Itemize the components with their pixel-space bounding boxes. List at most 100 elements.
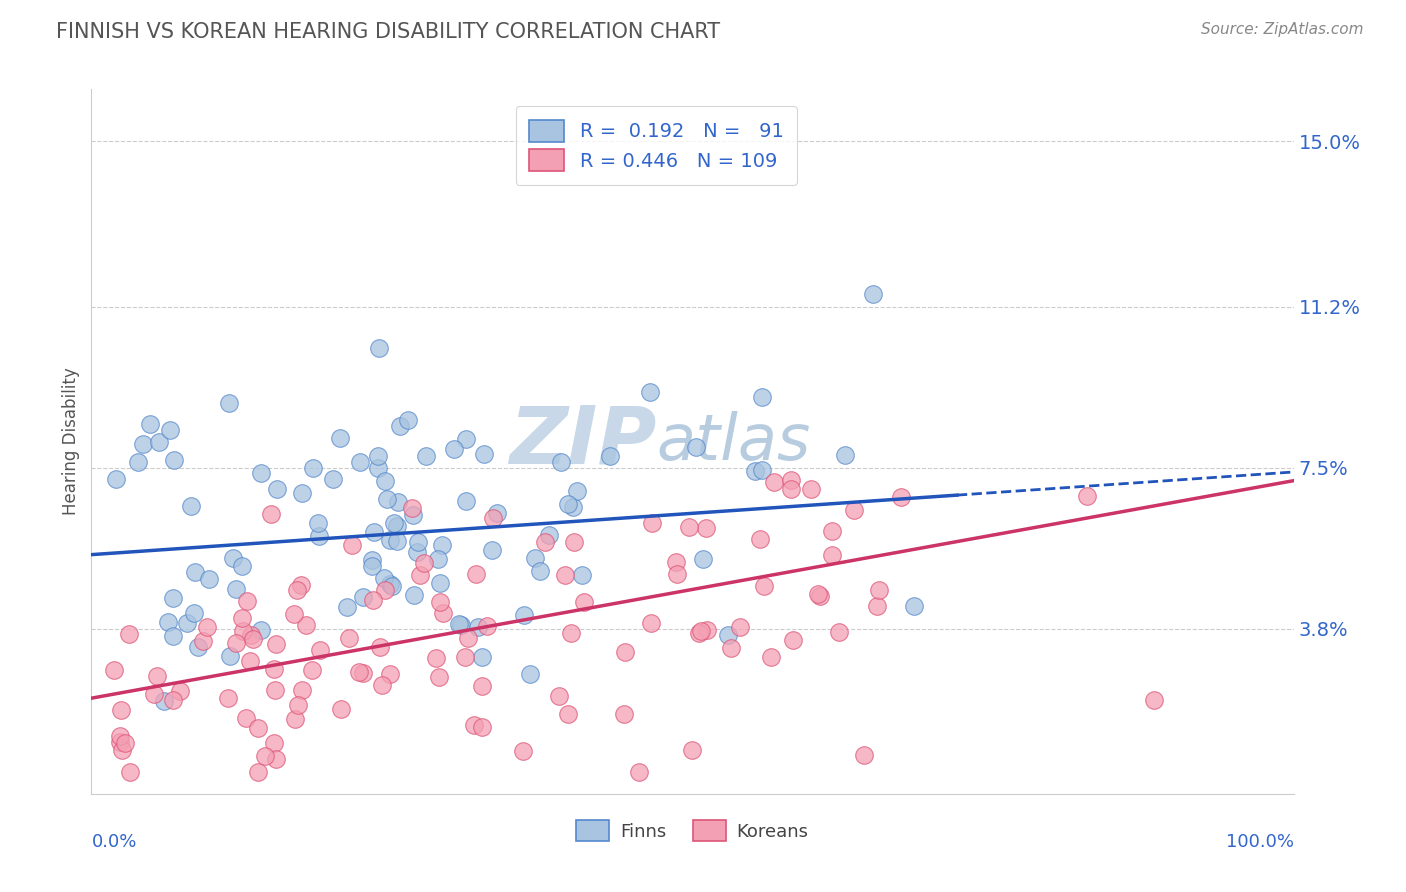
Point xyxy=(159,423,181,437)
Point xyxy=(387,494,409,508)
Point xyxy=(253,749,276,764)
Point xyxy=(405,545,427,559)
Point xyxy=(548,689,571,703)
Point xyxy=(382,516,405,531)
Point xyxy=(571,568,593,582)
Point xyxy=(782,632,804,647)
Point xyxy=(427,552,450,566)
Point xyxy=(250,623,273,637)
Point xyxy=(283,607,305,621)
Point xyxy=(613,707,636,722)
Point xyxy=(176,615,198,630)
Text: Source: ZipAtlas.com: Source: ZipAtlas.com xyxy=(1201,22,1364,37)
Point xyxy=(373,571,395,585)
Point xyxy=(665,566,688,581)
Point xyxy=(367,449,389,463)
Point xyxy=(554,568,576,582)
Point xyxy=(808,589,831,603)
Point xyxy=(307,516,329,530)
Point xyxy=(105,472,128,486)
Point xyxy=(641,516,664,530)
Point xyxy=(685,440,707,454)
Point xyxy=(690,624,713,638)
Point xyxy=(681,743,703,757)
Point xyxy=(574,595,596,609)
Point xyxy=(156,615,179,630)
Point xyxy=(195,620,218,634)
Point xyxy=(378,667,401,681)
Point xyxy=(239,654,262,668)
Point xyxy=(329,431,352,445)
Point xyxy=(406,534,429,549)
Point xyxy=(472,447,495,461)
Point xyxy=(1143,693,1166,707)
Point xyxy=(361,592,384,607)
Point xyxy=(290,578,312,592)
Point xyxy=(387,533,409,548)
Point xyxy=(688,626,710,640)
Point xyxy=(640,615,662,630)
Point xyxy=(361,559,384,574)
Point xyxy=(142,688,165,702)
Point xyxy=(163,453,186,467)
Point xyxy=(720,641,742,656)
Text: 100.0%: 100.0% xyxy=(1226,832,1294,851)
Point xyxy=(337,632,360,646)
Point xyxy=(287,698,309,713)
Point xyxy=(413,556,436,570)
Point xyxy=(231,610,253,624)
Point xyxy=(759,650,782,665)
Point xyxy=(336,600,359,615)
Point xyxy=(463,718,485,732)
Point xyxy=(352,666,374,681)
Point xyxy=(524,551,547,566)
Point xyxy=(834,448,856,462)
Point xyxy=(264,637,287,651)
Point xyxy=(557,497,579,511)
Point xyxy=(820,548,842,562)
Point xyxy=(340,538,363,552)
Point xyxy=(613,645,636,659)
Point xyxy=(250,466,273,480)
Point xyxy=(387,518,409,533)
Point xyxy=(301,461,323,475)
Point xyxy=(562,534,585,549)
Point xyxy=(465,566,488,581)
Point xyxy=(352,590,374,604)
Point xyxy=(443,442,465,457)
Point xyxy=(415,450,437,464)
Point xyxy=(264,752,287,766)
Point xyxy=(828,624,851,639)
Point xyxy=(807,587,830,601)
Point xyxy=(852,747,875,762)
Point xyxy=(246,721,269,735)
Point xyxy=(349,665,371,679)
Point xyxy=(148,434,170,449)
Point xyxy=(162,629,184,643)
Text: FINNISH VS KOREAN HEARING DISABILITY CORRELATION CHART: FINNISH VS KOREAN HEARING DISABILITY COR… xyxy=(56,22,720,42)
Point xyxy=(103,663,125,677)
Point xyxy=(449,616,471,631)
Point xyxy=(486,506,509,520)
Point xyxy=(664,555,686,569)
Point xyxy=(180,499,202,513)
Point xyxy=(628,765,651,780)
Point xyxy=(263,736,285,750)
Point xyxy=(890,490,912,504)
Point xyxy=(309,643,332,657)
Point xyxy=(550,455,572,469)
Point xyxy=(640,384,662,399)
Point xyxy=(380,579,402,593)
Point xyxy=(301,663,323,677)
Point xyxy=(409,568,432,582)
Point xyxy=(868,583,890,598)
Point xyxy=(370,640,392,654)
Point xyxy=(231,558,253,573)
Point xyxy=(322,472,344,486)
Point xyxy=(371,678,394,692)
Y-axis label: Hearing Disability: Hearing Disability xyxy=(62,368,80,516)
Point xyxy=(557,707,579,722)
Point xyxy=(363,525,385,540)
Point xyxy=(374,583,396,598)
Point xyxy=(565,483,588,498)
